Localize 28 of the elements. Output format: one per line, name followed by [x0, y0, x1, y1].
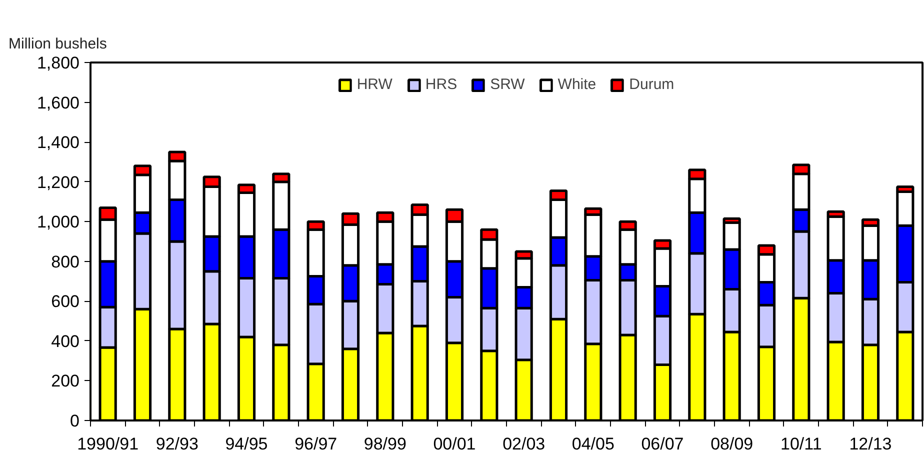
x-tick-label: 00/01	[433, 434, 476, 454]
y-axis-title: Million bushels	[8, 36, 107, 52]
x-tick-label: 92/93	[156, 434, 198, 454]
legend-label: Durum	[629, 76, 674, 93]
x-tick-label: 94/95	[225, 434, 268, 454]
y-tick-label: 1,600	[36, 93, 80, 112]
x-tick-label: 1990/91	[77, 434, 139, 454]
x-tick-label: 08/09	[710, 434, 754, 454]
legend-label: HRW	[356, 76, 392, 93]
y-tick-label: 200	[51, 372, 80, 391]
x-tick-label: 12/13	[849, 434, 892, 454]
x-tick-label: 10/11	[780, 434, 822, 454]
legend-label: White	[558, 76, 596, 93]
y-tick-label: 1,200	[36, 172, 80, 192]
y-tick-label: 1,800	[36, 54, 80, 72]
x-tick-label: 06/07	[641, 434, 684, 454]
y-tick-label: 800	[51, 252, 80, 272]
y-tick-label: 1,000	[36, 212, 80, 232]
x-tick-label: 02/03	[502, 434, 546, 454]
y-tick-label: 400	[51, 332, 80, 351]
y-tick-label: 1,400	[36, 133, 80, 152]
x-tick-label: 98/99	[364, 434, 406, 454]
legend-label: HRS	[425, 76, 458, 93]
x-tick-label: 04/05	[572, 434, 614, 454]
x-tick-label: 96/97	[294, 434, 338, 454]
y-tick-label: 600	[51, 292, 80, 312]
legend-label: SRW	[490, 76, 525, 93]
y-tick-label: 0	[70, 412, 80, 430]
